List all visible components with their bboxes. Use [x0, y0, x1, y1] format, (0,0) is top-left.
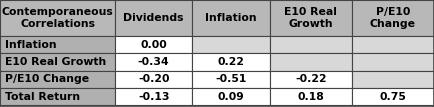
Bar — [115, 36, 192, 53]
Bar — [192, 88, 270, 105]
Bar — [192, 0, 270, 36]
Text: P/E10 Change: P/E10 Change — [5, 74, 89, 84]
Bar — [0, 71, 115, 88]
Text: E10 Real
Growth: E10 Real Growth — [284, 7, 337, 29]
Text: 0.22: 0.22 — [217, 57, 244, 67]
Bar — [270, 71, 352, 88]
Bar — [352, 71, 434, 88]
Bar — [115, 88, 192, 105]
Bar — [0, 36, 115, 53]
Bar — [115, 71, 192, 88]
Bar — [192, 71, 270, 88]
Text: -0.20: -0.20 — [138, 74, 169, 84]
Bar — [192, 53, 270, 71]
Text: -0.34: -0.34 — [138, 57, 169, 67]
Bar — [115, 53, 192, 71]
Text: Dividends: Dividends — [123, 13, 184, 23]
Bar — [352, 0, 434, 36]
Text: 0.18: 0.18 — [297, 92, 324, 102]
Bar — [192, 36, 270, 53]
Text: Inflation: Inflation — [5, 40, 57, 50]
Text: Inflation: Inflation — [205, 13, 256, 23]
Text: -0.51: -0.51 — [215, 74, 247, 84]
Bar — [0, 53, 115, 71]
Bar — [270, 36, 352, 53]
Bar — [352, 36, 434, 53]
Bar — [270, 88, 352, 105]
Bar — [270, 0, 352, 36]
Text: 0.09: 0.09 — [217, 92, 244, 102]
Text: -0.13: -0.13 — [138, 92, 169, 102]
Text: 0.75: 0.75 — [380, 92, 406, 102]
Bar — [0, 88, 115, 105]
Text: Total Return: Total Return — [5, 92, 80, 102]
Text: 0.00: 0.00 — [140, 40, 167, 50]
Text: Contemporaneous
Correlations: Contemporaneous Correlations — [2, 7, 113, 29]
Bar — [270, 53, 352, 71]
Bar — [0, 0, 115, 36]
Bar — [352, 53, 434, 71]
Bar — [352, 88, 434, 105]
Text: -0.22: -0.22 — [295, 74, 326, 84]
Text: P/E10
Change: P/E10 Change — [370, 7, 416, 29]
Bar — [115, 0, 192, 36]
Text: E10 Real Growth: E10 Real Growth — [5, 57, 106, 67]
